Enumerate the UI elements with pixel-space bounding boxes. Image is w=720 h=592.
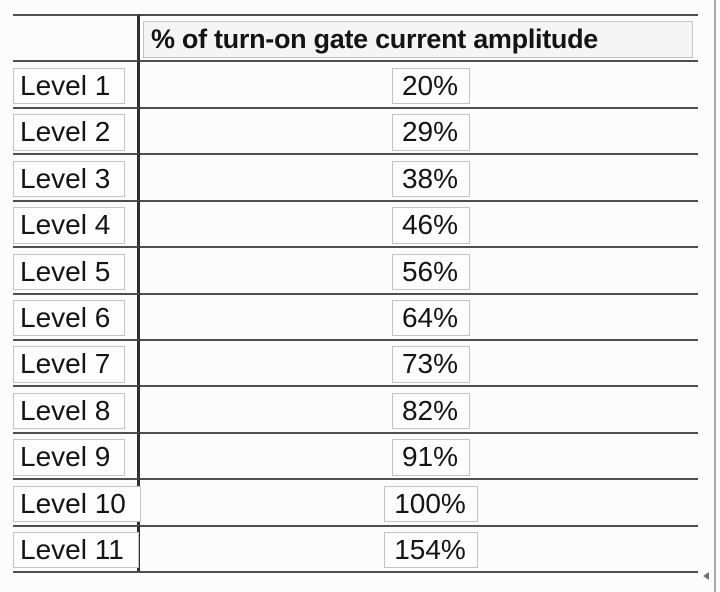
level-cell: Level 4 bbox=[13, 199, 140, 247]
level-label: Level 5 bbox=[13, 253, 126, 290]
value-label: 82% bbox=[391, 392, 471, 430]
value-cell: 29% bbox=[140, 106, 698, 153]
value-label: 91% bbox=[391, 439, 471, 476]
level-cell: Level 5 bbox=[13, 246, 140, 293]
level-cell: Level 9 bbox=[13, 431, 140, 479]
value-cell: 91% bbox=[140, 431, 698, 478]
levels-table: % of turn-on gate current amplitude Leve… bbox=[13, 14, 698, 573]
value-cell: 20% bbox=[140, 60, 698, 106]
value-label: 100% bbox=[384, 485, 478, 523]
value-label: 73% bbox=[391, 346, 471, 383]
level-cell: Level 10 bbox=[13, 478, 141, 525]
level-cell: Level 2 bbox=[13, 106, 140, 154]
level-cell: Level 1 bbox=[13, 60, 140, 107]
value-label: 29% bbox=[391, 114, 471, 151]
table-header-label: % of turn-on gate current amplitude bbox=[143, 20, 693, 58]
level-label: Level 3 bbox=[13, 160, 126, 198]
header-empty-cell bbox=[13, 14, 140, 61]
level-cell: Level 6 bbox=[13, 292, 140, 339]
level-label: Level 7 bbox=[13, 346, 126, 383]
header-value-cell: % of turn-on gate current amplitude bbox=[140, 14, 698, 60]
level-label: Level 11 bbox=[13, 532, 139, 569]
value-cell: 38% bbox=[140, 153, 698, 199]
value-cell: 56% bbox=[140, 246, 698, 292]
value-cell: 100% bbox=[140, 478, 698, 524]
level-cell: Level 7 bbox=[13, 338, 140, 386]
level-label: Level 1 bbox=[13, 67, 126, 105]
left-arrow-marker-icon bbox=[703, 572, 709, 580]
level-cell: Level 8 bbox=[13, 385, 140, 432]
level-label: Level 8 bbox=[13, 392, 126, 430]
value-cell: 154% bbox=[140, 524, 698, 571]
level-cell: Level 3 bbox=[13, 153, 140, 200]
level-label: Level 9 bbox=[13, 439, 126, 476]
value-label: 56% bbox=[391, 253, 471, 290]
value-label: 154% bbox=[384, 532, 478, 569]
level-label: Level 6 bbox=[13, 300, 126, 337]
value-label: 38% bbox=[391, 160, 471, 198]
level-label: Level 2 bbox=[13, 114, 126, 151]
value-label: 46% bbox=[391, 207, 471, 244]
value-cell: 73% bbox=[140, 338, 698, 385]
level-label: Level 10 bbox=[13, 485, 141, 523]
level-label: Level 4 bbox=[13, 207, 126, 244]
value-label: 20% bbox=[391, 67, 471, 105]
value-cell: 64% bbox=[140, 292, 698, 339]
value-cell: 82% bbox=[140, 385, 698, 431]
value-cell: 46% bbox=[140, 199, 698, 246]
value-label: 64% bbox=[391, 300, 471, 337]
level-cell: Level 11 bbox=[13, 524, 140, 571]
right-frame-line bbox=[714, 0, 716, 592]
